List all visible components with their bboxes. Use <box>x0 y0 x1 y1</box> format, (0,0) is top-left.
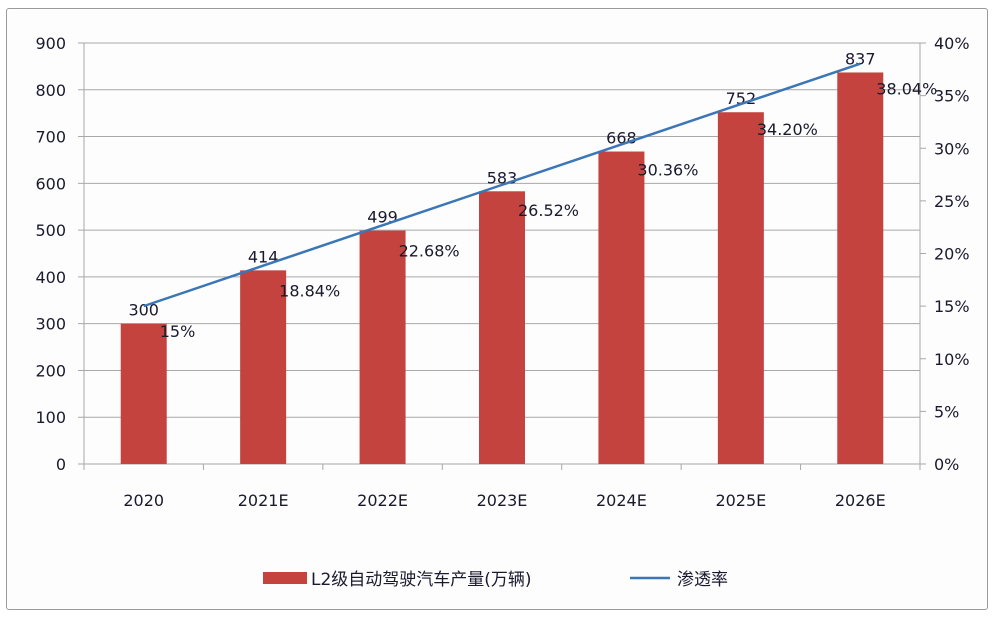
y-left-tick-label: 900 <box>35 34 66 53</box>
line-value-label: 30.36% <box>637 160 698 179</box>
line-value-label: 18.84% <box>279 282 340 301</box>
y-left-tick-label: 100 <box>35 408 66 427</box>
y-left-tick-label: 500 <box>35 221 66 240</box>
bar-value-label: 752 <box>726 89 757 108</box>
y-right-tick-label: 5% <box>934 402 959 421</box>
y-left-tick-label: 200 <box>35 361 66 380</box>
bar <box>717 112 764 464</box>
bar <box>359 230 406 464</box>
line-value-label: 34.20% <box>757 120 818 139</box>
legend-swatch-bar <box>263 572 307 584</box>
y-right-tick-label: 10% <box>934 350 970 369</box>
bar <box>240 270 287 464</box>
y-right-tick-label: 30% <box>934 139 970 158</box>
bar <box>598 151 645 464</box>
y-right-tick-label: 25% <box>934 192 970 211</box>
legend-label-line: 渗透率 <box>677 570 728 590</box>
y-left-tick-label: 400 <box>35 268 66 287</box>
y-right-tick-label: 15% <box>934 297 970 316</box>
x-tick-label: 2020 <box>123 491 164 510</box>
x-tick-label: 2021E <box>238 491 289 510</box>
bar <box>120 323 167 464</box>
x-tick-label: 2023E <box>477 491 528 510</box>
bar <box>837 72 884 464</box>
x-tick-label: 2026E <box>835 491 886 510</box>
y-left-tick-label: 300 <box>35 315 66 334</box>
bar <box>479 191 525 464</box>
x-tick-label: 2025E <box>715 491 766 510</box>
line-value-label: 15% <box>160 322 196 341</box>
bar-value-label: 414 <box>248 247 279 266</box>
y-left-tick-label: 0 <box>56 455 66 474</box>
x-tick-label: 2022E <box>357 491 408 510</box>
y-left-tick-label: 700 <box>35 128 66 147</box>
line-value-label: 26.52% <box>518 201 579 220</box>
bar-value-label: 300 <box>128 301 159 320</box>
y-left-tick-label: 800 <box>35 81 66 100</box>
y-right-tick-label: 35% <box>934 87 970 106</box>
y-right-tick-label: 40% <box>934 34 970 53</box>
y-right-tick-label: 0% <box>934 455 959 474</box>
x-tick-label: 2024E <box>596 491 647 510</box>
bar-value-label: 499 <box>367 208 398 227</box>
line-value-label: 22.68% <box>399 241 460 260</box>
y-left-tick-label: 600 <box>35 174 66 193</box>
bar-value-label: 837 <box>845 49 876 68</box>
line-value-label: 38.04% <box>876 80 937 99</box>
legend-label-bar: L2级自动驾驶汽车产量(万辆) <box>311 570 532 590</box>
y-right-tick-label: 20% <box>934 245 970 264</box>
